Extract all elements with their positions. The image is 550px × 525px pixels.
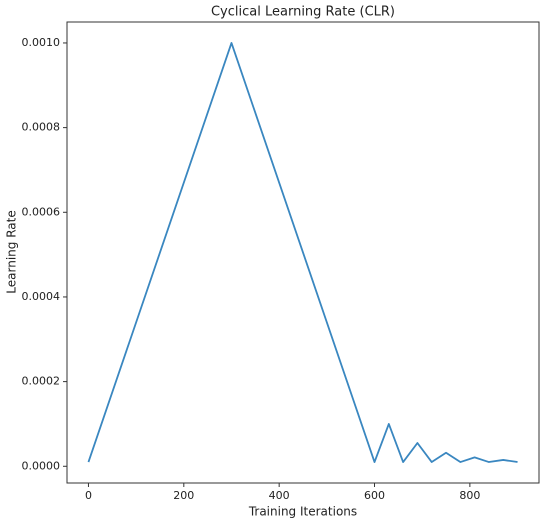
x-tick-label: 800 xyxy=(459,489,480,502)
y-tick-label: 0.0008 xyxy=(22,121,61,134)
y-tick-label: 0.0004 xyxy=(22,290,61,303)
line xyxy=(87,42,518,463)
y-tick-label: 0.0000 xyxy=(22,459,61,472)
y-axis-label: Learning Rate xyxy=(5,210,19,293)
chart-title: Cyclical Learning Rate (CLR) xyxy=(211,5,395,20)
y-tick-label: 0.0002 xyxy=(22,375,61,388)
y-tick-label: 0.0006 xyxy=(22,205,61,218)
x-tick-label: 400 xyxy=(269,489,290,502)
x-axis-label: Training Iterations xyxy=(248,505,357,519)
x-tick-label: 200 xyxy=(173,489,194,502)
x-tick-label: 600 xyxy=(364,489,385,502)
x-tick-label: 0 xyxy=(85,489,92,502)
y-tick-label: 0.0010 xyxy=(22,36,61,49)
axes-frame xyxy=(66,21,540,484)
